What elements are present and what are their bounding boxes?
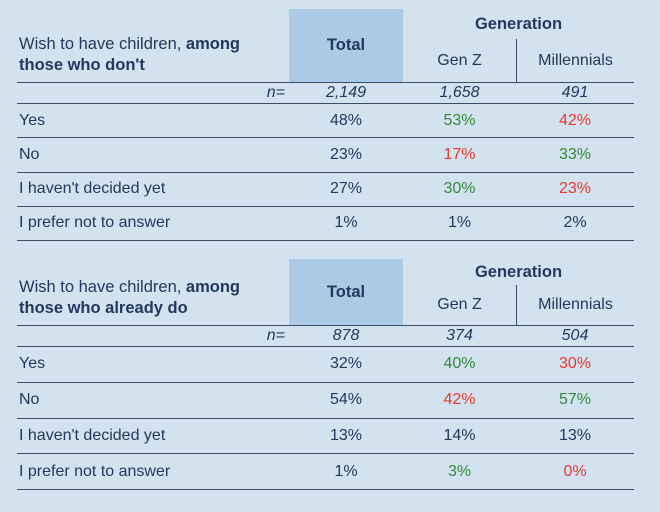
total-value: 27% — [329, 180, 363, 198]
n-genz: 1,658 — [439, 84, 480, 101]
answer-label: I prefer not to answer — [19, 214, 171, 232]
n-label: n= — [266, 327, 285, 344]
answer-row-yes: Yes 32% 40% 30% — [17, 347, 634, 383]
answer-label: Yes — [19, 355, 46, 373]
table-title: Wish to have children, among those who a… — [17, 277, 289, 325]
answer-label: No — [19, 391, 40, 409]
genz-value: 14% — [443, 426, 476, 444]
total-column-header: Total — [289, 259, 403, 325]
table-wish-children-dont-have: Wish to have children, among those who d… — [17, 9, 634, 241]
total-value: 54% — [329, 391, 363, 409]
column-header-genz: Gen Z — [437, 51, 482, 69]
total-value: 48% — [329, 111, 363, 129]
genz-value: 42% — [443, 391, 476, 409]
table-title-regular: Wish to have children, — [19, 35, 182, 54]
column-header-genz: Gen Z — [437, 296, 482, 313]
total-value: 1% — [334, 214, 358, 232]
generation-group-header: Generation — [474, 262, 563, 281]
genz-value: 17% — [443, 145, 476, 163]
total-value: 1% — [334, 462, 358, 480]
millennials-value: 13% — [558, 426, 592, 444]
table-title: Wish to have children, among those who d… — [17, 34, 289, 82]
answer-row-no: No 23% 17% 33% — [17, 138, 634, 173]
total-value: 13% — [329, 426, 363, 444]
millennials-value: 33% — [558, 145, 592, 163]
n-total: 2,149 — [325, 84, 367, 101]
millennials-value: 30% — [558, 355, 592, 373]
answer-row-yes: Yes 48% 53% 42% — [17, 104, 634, 139]
answer-label: Yes — [19, 111, 46, 129]
n-genz: 374 — [446, 327, 473, 344]
genz-value: 30% — [443, 180, 476, 198]
answer-row-no-answer: I prefer not to answer 1% 1% 2% — [17, 207, 634, 241]
n-millennials: 504 — [561, 327, 589, 344]
column-header-millennials: Millennials — [516, 285, 634, 325]
table-header: Wish to have children, among those who d… — [17, 9, 634, 83]
total-column-header: Total — [289, 9, 403, 82]
answer-row-no: No 54% 42% 57% — [17, 383, 634, 419]
table-wish-children-already-have: Wish to have children, among those who a… — [17, 259, 634, 490]
answer-row-undecided: I haven't decided yet 13% 14% 13% — [17, 419, 634, 455]
generation-group-header: Generation — [474, 14, 563, 33]
table-title-bold-line1: among — [185, 35, 241, 54]
n-label: n= — [266, 84, 285, 101]
table-title-bold-line1: among — [185, 278, 241, 297]
n-millennials: 491 — [561, 84, 589, 101]
genz-value: 53% — [443, 111, 476, 129]
answer-label: No — [19, 145, 40, 163]
answer-row-no-answer: I prefer not to answer 1% 3% 0% — [17, 454, 634, 490]
answer-label: I prefer not to answer — [19, 462, 171, 480]
table-header: Wish to have children, among those who a… — [17, 259, 634, 326]
table-title-bold-line2: those who don't — [19, 55, 145, 74]
genz-value: 3% — [447, 462, 472, 480]
table-title-regular: Wish to have children, — [19, 278, 182, 297]
genz-value: 1% — [447, 214, 472, 232]
table-title-bold-line2: those who already do — [19, 298, 188, 317]
millennials-value: 2% — [563, 214, 587, 232]
genz-value: 40% — [443, 355, 476, 373]
sample-size-row: n= 878 374 504 — [17, 326, 634, 347]
n-total: 878 — [332, 327, 360, 344]
millennials-value: 42% — [558, 111, 592, 129]
total-value: 23% — [329, 145, 363, 163]
total-value: 32% — [329, 355, 363, 373]
answer-row-undecided: I haven't decided yet 27% 30% 23% — [17, 173, 634, 207]
column-header-millennials: Millennials — [516, 39, 634, 82]
millennials-value: 23% — [558, 180, 592, 198]
answer-label: I haven't decided yet — [19, 426, 166, 444]
millennials-value: 57% — [558, 391, 592, 409]
sample-size-row: n= 2,149 1,658 491 — [17, 83, 634, 104]
millennials-value: 0% — [563, 462, 587, 480]
answer-label: I haven't decided yet — [19, 180, 166, 198]
